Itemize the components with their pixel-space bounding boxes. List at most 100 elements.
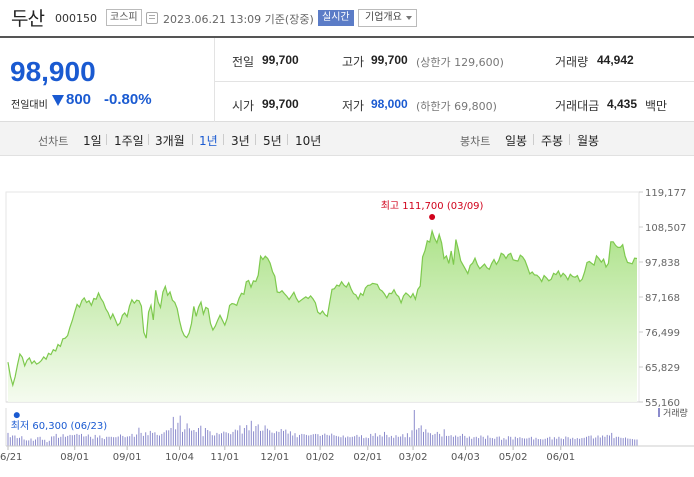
volume-bar	[496, 436, 498, 446]
volume-bar	[12, 435, 14, 446]
volume-bar	[276, 431, 278, 446]
volume-bar	[271, 432, 273, 446]
period-5y[interactable]: 5년	[263, 134, 282, 148]
volume-bar	[28, 440, 30, 446]
volume-bar	[191, 430, 193, 446]
volume-bar	[87, 434, 89, 446]
volume-bar	[51, 436, 53, 446]
stock-header: 두산 000150 코스피 2023.06.21 13:09 기준(장중) 실시…	[0, 0, 694, 36]
low-marker	[13, 412, 20, 419]
candle-weekly[interactable]: 주봉	[541, 134, 564, 148]
volume-bar	[441, 436, 443, 446]
divider	[569, 134, 570, 145]
period-1w[interactable]: 1주일	[114, 134, 144, 148]
volume-bar	[478, 438, 480, 446]
volume-bar	[184, 429, 186, 446]
high-marker	[429, 213, 436, 220]
volume-bar	[625, 437, 626, 446]
volume-bar	[159, 435, 160, 446]
x-tick-label: 11/01	[210, 452, 239, 463]
volume-bar	[427, 432, 429, 446]
volume-bar	[361, 435, 362, 446]
volume-bar	[530, 436, 532, 446]
volume-bar	[35, 439, 36, 446]
period-10y[interactable]: 10년	[295, 134, 322, 148]
change-percent: -0.80%	[104, 91, 152, 108]
divider	[106, 134, 107, 145]
volume-bar	[90, 436, 92, 446]
volume-bar	[122, 435, 124, 446]
volume-bar	[549, 436, 551, 446]
volume-bar	[342, 435, 344, 446]
volume-bar	[475, 436, 477, 446]
period-3y[interactable]: 3년	[231, 134, 250, 148]
volume-bar	[347, 436, 349, 446]
price-chart[interactable]: 119,177 108,507 97,838 87,168 76,499 65,829 55…	[0, 156, 694, 473]
volume-bar	[46, 442, 48, 446]
volume-bar	[92, 438, 94, 446]
volume-legend: 거래량	[663, 407, 688, 419]
volume-bar	[622, 438, 624, 446]
divider	[255, 134, 256, 145]
volume-bar	[494, 438, 496, 446]
volume-bar	[101, 438, 103, 446]
volume-bar	[631, 439, 633, 446]
candle-daily[interactable]: 일봉	[505, 134, 528, 148]
volume-bar	[81, 433, 82, 446]
period-1y[interactable]: 1년	[199, 134, 218, 148]
volume-bar	[411, 430, 413, 446]
volume-bar	[514, 436, 516, 446]
high-value: 99,700	[371, 53, 408, 67]
volume-bars	[7, 410, 638, 446]
volume-bar	[207, 430, 209, 446]
volume-bar	[560, 438, 562, 446]
volume-bar	[425, 429, 427, 446]
volume-bar	[455, 435, 457, 446]
volume-bar	[264, 425, 266, 446]
company-overview-dropdown[interactable]: 기업개요	[358, 9, 417, 27]
volume-bar	[335, 435, 337, 446]
volume-bar	[239, 425, 241, 446]
volume-bar	[223, 431, 225, 446]
y-tick-label: 87,168	[645, 293, 680, 304]
volume-bar	[115, 437, 117, 446]
low-annotation: 최저 60,300 (06/23)	[11, 420, 107, 432]
volume-bar	[58, 437, 59, 446]
stock-code: 000150	[55, 12, 97, 25]
volume-bar	[540, 439, 542, 446]
volume-bar	[473, 437, 475, 446]
volume-bar	[202, 436, 204, 446]
volume-bar	[602, 435, 604, 446]
volume-bar	[232, 431, 234, 446]
volume-bar	[133, 436, 135, 446]
volume-bar	[358, 436, 360, 446]
volume-bar	[567, 437, 569, 446]
volume-bar	[260, 430, 261, 446]
volume-bar	[634, 439, 636, 446]
volume-bar	[227, 433, 229, 446]
volume-bar	[14, 435, 16, 446]
high-label: 고가	[342, 55, 365, 69]
volume-bar	[556, 438, 558, 446]
volume-bar	[397, 436, 399, 446]
trade-value: 4,435	[607, 97, 638, 111]
volume-bar	[519, 437, 521, 446]
volume-bar	[283, 430, 284, 446]
trade-value-label: 거래대금	[555, 99, 600, 113]
price-chart-svg[interactable]: 119,177 108,507 97,838 87,168 76,499 65,829 55…	[0, 156, 694, 473]
volume-bar	[390, 435, 392, 446]
period-1d[interactable]: 1일	[83, 134, 102, 148]
candle-chart-label: 봉차트	[460, 135, 491, 148]
realtime-badge[interactable]: 실시간	[318, 10, 354, 26]
volume-bar	[606, 434, 608, 446]
volume-bar	[145, 432, 147, 446]
change-label: 전일대비	[11, 100, 48, 111]
candle-monthly[interactable]: 월봉	[577, 134, 600, 148]
volume-bar	[195, 431, 197, 446]
stock-name: 두산	[11, 8, 45, 30]
volume-bar	[498, 436, 500, 446]
volume-bar	[576, 438, 578, 446]
x-tick-label: 01/02	[306, 452, 335, 463]
period-3m[interactable]: 3개월	[155, 134, 185, 148]
volume-bar	[588, 435, 590, 446]
